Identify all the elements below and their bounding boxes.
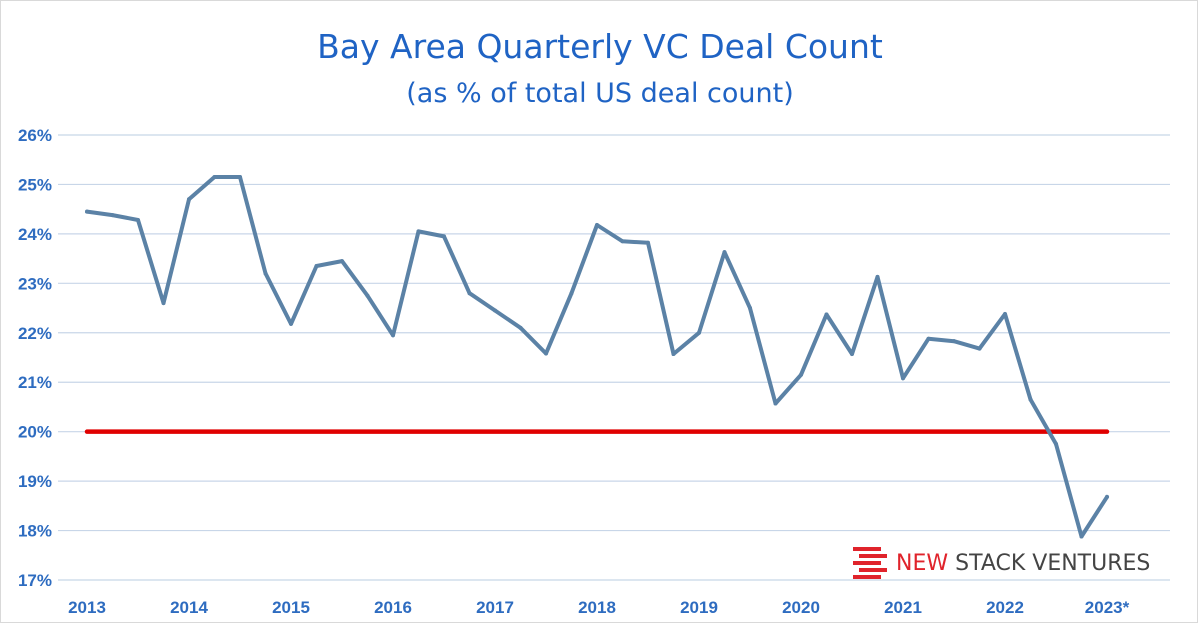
x-tick-label: 2023*	[1085, 598, 1130, 617]
data-point	[263, 271, 268, 276]
x-tick-label: 2015	[272, 598, 310, 617]
x-tick-label: 2014	[170, 598, 208, 617]
data-point	[569, 291, 574, 296]
data-point	[161, 301, 166, 306]
data-point	[289, 321, 293, 326]
data-point	[595, 222, 599, 227]
data-point	[620, 239, 625, 244]
data-point	[442, 234, 446, 239]
data-point	[773, 401, 778, 406]
series-line-bay-area-share	[85, 175, 1109, 539]
brand-name: NEW STACK VENTURES	[896, 551, 1150, 576]
gridlines	[58, 134, 1170, 581]
y-tick-label: 18%	[18, 522, 52, 541]
data-point	[901, 376, 905, 381]
brand-logo: NEW STACK VENTURES	[853, 547, 1150, 579]
data-point	[1028, 397, 1033, 402]
y-tick-label: 26%	[18, 126, 52, 145]
data-point	[671, 352, 676, 357]
data-point	[493, 308, 497, 313]
y-tick-label: 17%	[18, 571, 52, 590]
data-point	[544, 351, 548, 356]
data-point	[1079, 534, 1084, 539]
x-tick-label: 2022	[986, 598, 1024, 617]
x-tick-label: 2020	[782, 598, 820, 617]
data-point	[85, 209, 89, 214]
stacked-bars-logo-icon	[853, 547, 887, 579]
data-point	[467, 291, 472, 296]
data-point	[1054, 442, 1058, 447]
data-point	[1105, 494, 1109, 499]
x-tick-label: 2017	[476, 598, 514, 617]
y-tick-label: 24%	[18, 225, 52, 244]
y-tick-label: 20%	[18, 423, 52, 442]
y-tick-label: 22%	[18, 324, 52, 343]
data-point	[977, 346, 982, 351]
data-point	[110, 213, 115, 218]
data-point	[212, 175, 217, 180]
series-group	[84, 175, 1110, 539]
data-point	[952, 339, 956, 344]
x-tick-label: 2013	[68, 598, 106, 617]
data-point	[416, 229, 421, 234]
data-point	[722, 250, 727, 255]
data-point	[238, 175, 242, 180]
chart-subtitle: (as % of total US deal count)	[406, 78, 793, 109]
data-point	[824, 312, 829, 317]
x-tick-label: 2016	[374, 598, 412, 617]
data-point	[850, 352, 854, 357]
y-tick-label: 25%	[18, 175, 52, 194]
data-point	[646, 240, 650, 245]
data-point	[187, 197, 191, 202]
data-point	[518, 325, 523, 330]
y-axis-tick-labels: 17% 18% 19% 20% 21% 22% 23% 24% 25% 26%	[18, 126, 52, 590]
data-point	[697, 330, 701, 335]
data-point	[926, 336, 931, 341]
x-tick-label: 2021	[884, 598, 922, 617]
data-point	[748, 306, 752, 311]
data-point	[136, 218, 140, 223]
data-point	[875, 274, 880, 279]
y-tick-label: 23%	[18, 274, 52, 293]
data-point	[1003, 311, 1007, 316]
data-point	[340, 259, 344, 264]
data-point	[391, 333, 395, 338]
y-tick-label: 19%	[18, 472, 52, 491]
x-axis-tick-labels: 2013 2014 2015 2016 2017 2018 2019 2020 2021 2022…	[68, 598, 1130, 617]
x-tick-label: 2019	[680, 598, 718, 617]
x-tick-label: 2018	[578, 598, 616, 617]
data-point	[314, 264, 319, 269]
data-point	[799, 372, 803, 377]
y-tick-label: 21%	[18, 373, 52, 392]
brand-name-part1: NEW	[896, 551, 948, 576]
brand-name-part2: STACK VENTURES	[955, 551, 1150, 576]
chart-title: Bay Area Quarterly VC Deal Count	[317, 27, 883, 66]
data-point	[365, 293, 370, 298]
